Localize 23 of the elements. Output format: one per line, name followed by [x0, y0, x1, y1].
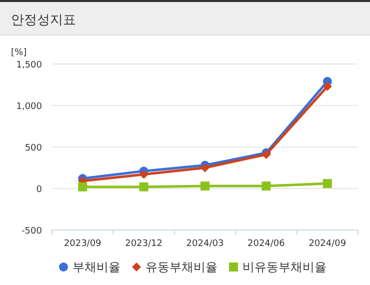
y-tick-label: 1,000	[16, 102, 42, 112]
legend-label: 비유동부채비율	[242, 260, 326, 274]
point	[200, 163, 210, 172]
point	[139, 170, 148, 179]
x-tick-label: 2023/12	[125, 239, 162, 249]
y-tick-label: 1,500	[16, 60, 42, 70]
chart-title: 안정성지표	[11, 13, 76, 28]
point	[322, 82, 332, 91]
x-tick-label: 2024/03	[186, 239, 224, 249]
y-tick-label: 500	[24, 144, 42, 154]
point	[139, 182, 148, 192]
y-axis-title: [%]	[11, 48, 27, 58]
legend-label: 부채비율	[72, 260, 120, 274]
x-tick-label: 2024/06	[248, 239, 286, 249]
legend-label: 유동부채비율	[146, 260, 218, 274]
y-tick-label: -500	[22, 226, 42, 236]
point	[322, 179, 332, 188]
point	[78, 182, 88, 192]
point	[200, 182, 210, 191]
x-tick-label: 2023/09	[64, 239, 102, 249]
x-tick-label: 2024/09	[308, 239, 346, 249]
point	[262, 182, 271, 191]
y-tick-label: 0	[36, 185, 42, 195]
